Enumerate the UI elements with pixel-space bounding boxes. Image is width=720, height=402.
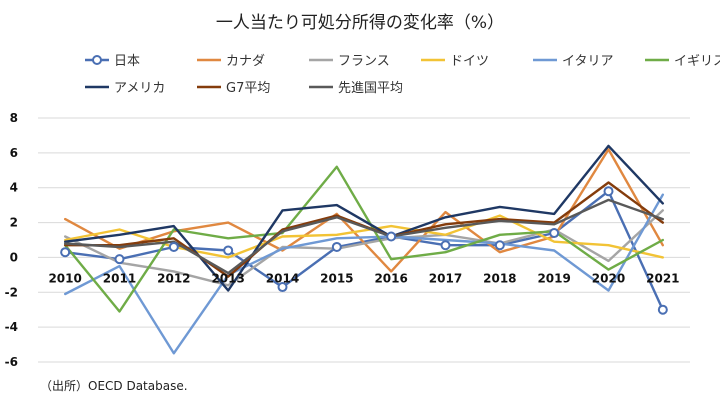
x-tick-label: 2012	[157, 271, 190, 285]
legend-item: アメリカ	[85, 81, 165, 96]
x-tick-label: 2018	[483, 271, 516, 285]
data-point	[440, 240, 451, 251]
x-tick-label: 2013	[211, 271, 244, 285]
legend-item: フランス	[309, 54, 390, 69]
x-tick-label: 2011	[103, 271, 136, 285]
x-tick-label: 2021	[646, 271, 679, 285]
y-tick-label: -2	[5, 285, 18, 299]
data-point	[223, 245, 234, 256]
legend-item: カナダ	[197, 54, 265, 69]
data-point	[168, 241, 179, 252]
source-note: （出所）OECD Database.	[40, 379, 188, 393]
series-line-2	[63, 148, 664, 273]
x-axis: 2010 2011 2012 2013 2014 2015 2016 2017 2018 2019…	[48, 271, 679, 285]
x-tick-label: 2015	[320, 271, 353, 285]
y-axis: 8 6 4 2 0 -2 -4 -6	[5, 111, 18, 369]
legend-label: イギリス	[674, 54, 720, 69]
legend-label: 先進国平均	[338, 81, 403, 96]
data-point	[603, 186, 614, 197]
legend-label: ドイツ	[450, 54, 489, 69]
x-tick-label: 2019	[537, 271, 570, 285]
chart-title: 一人当たり可処分所得の変化率（%）	[216, 13, 504, 33]
series-group	[60, 144, 668, 355]
legend-marker	[92, 55, 102, 65]
y-tick-label: 0	[10, 250, 18, 264]
data-point	[114, 254, 125, 265]
x-tick-label: 2016	[374, 271, 407, 285]
data-point	[386, 231, 397, 242]
series-line-5	[63, 193, 664, 355]
data-point	[277, 282, 288, 293]
legend-item: イタリア	[533, 54, 613, 69]
y-tick-label: 4	[10, 181, 18, 195]
y-tick-label: 8	[10, 111, 18, 125]
data-point	[549, 228, 560, 239]
y-tick-label: -4	[5, 320, 18, 334]
data-point	[60, 247, 71, 258]
x-tick-label: 2010	[48, 271, 81, 285]
y-tick-label: 2	[10, 216, 18, 230]
series-line-9	[63, 198, 664, 275]
x-tick-label: 2020	[592, 271, 625, 285]
series-line-3	[63, 209, 664, 287]
data-point	[494, 240, 505, 251]
data-point	[331, 241, 342, 252]
legend-item: 日本	[85, 54, 140, 69]
data-point	[657, 304, 668, 315]
legend-item: 先進国平均	[309, 81, 403, 96]
legend-label: イタリア	[562, 54, 613, 69]
y-tick-label: 6	[10, 146, 18, 160]
gridlines	[38, 117, 690, 363]
x-tick-label: 2014	[266, 271, 299, 285]
legend-label: 日本	[114, 54, 140, 69]
series-line-7	[63, 144, 664, 292]
x-tick-label: 2017	[429, 271, 462, 285]
legend-item: G7平均	[197, 81, 270, 96]
legend-label: フランス	[338, 54, 390, 69]
y-tick-label: -6	[5, 355, 18, 369]
legend-label: G7平均	[226, 81, 270, 96]
legend-item: イギリス	[645, 54, 720, 69]
legend-label: アメリカ	[114, 81, 165, 96]
legend-item: ドイツ	[421, 54, 489, 69]
legend-label: カナダ	[226, 54, 265, 69]
